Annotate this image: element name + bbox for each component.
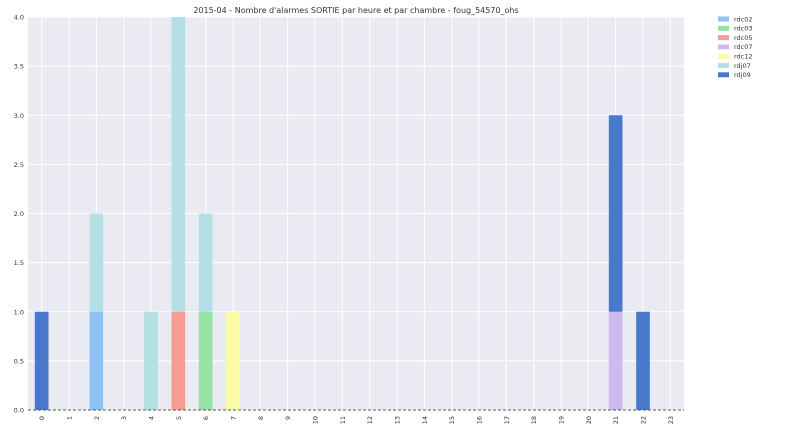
legend-label-rdj09: rdj09 [734, 71, 751, 79]
x-tick-label: 17 [503, 416, 511, 424]
x-tick-label: 16 [476, 416, 484, 424]
bar-rdc02-2 [89, 311, 104, 410]
x-tick-label: 20 [585, 416, 593, 424]
bar-rdc03-6 [198, 311, 213, 410]
bar-rdj07-4 [144, 311, 158, 410]
x-tick-label: 9 [284, 416, 292, 420]
x-tick-label: 18 [530, 416, 538, 424]
legend-label-rdc03: rdc03 [734, 25, 753, 33]
y-tick-label: 2.5 [14, 161, 24, 169]
legend-swatch-rdc07 [718, 44, 729, 50]
y-tick-label: 2.0 [14, 210, 24, 218]
legend-label-rdj07: rdj07 [734, 62, 751, 70]
y-tick-label: 1.0 [14, 308, 24, 316]
legend-label-rdc12: rdc12 [734, 53, 753, 61]
x-tick-label: 3 [120, 416, 128, 420]
legend-label-rdc07: rdc07 [734, 43, 753, 51]
x-tick-label: 14 [421, 416, 429, 424]
chart-title: 2015-04 - Nombre d'alarmes SORTIE par he… [193, 6, 518, 15]
y-tick-labels: 0.0 0.5 1.0 1.5 2.0 2.5 3.0 3.5 4.0 [14, 14, 24, 415]
x-tick-label: 6 [202, 416, 210, 420]
legend-label-rdc02: rdc02 [734, 15, 753, 23]
x-tick-label: 5 [175, 416, 183, 420]
legend-swatch-rdj09 [718, 72, 729, 78]
legend-swatch-rdc03 [718, 25, 729, 31]
y-tick-label: 3.5 [14, 63, 24, 71]
x-tick-label: 11 [339, 416, 347, 424]
legend-swatch-rdj07 [718, 63, 729, 68]
bar-rdc07-21 [608, 311, 623, 410]
x-tick-label: 23 [667, 416, 675, 424]
x-tick-label: 10 [312, 416, 320, 424]
x-tick-label: 7 [230, 416, 238, 420]
x-tick-label: 4 [148, 416, 156, 420]
x-tick-label: 2 [93, 416, 101, 420]
x-tick-label: 19 [558, 416, 566, 424]
y-tick-label: 1.5 [14, 259, 24, 267]
x-tick-label: 8 [257, 416, 265, 420]
x-tick-label: 15 [448, 416, 456, 424]
bar-rdj07-2 [89, 213, 104, 312]
y-tick-label: 3.0 [14, 112, 24, 120]
y-tick-label: 0.5 [14, 357, 24, 365]
bar-rdj09-21 [608, 115, 623, 312]
bar-rdj07-6 [198, 213, 213, 312]
legend-swatch-rdc02 [718, 16, 729, 22]
legend-swatch-rdc12 [718, 53, 729, 59]
legend-swatch-rdc05 [718, 35, 729, 41]
legend-label-rdc05: rdc05 [734, 34, 753, 42]
x-tick-label: 21 [612, 416, 620, 424]
bar-rdj07-5 [171, 17, 186, 312]
bars [34, 17, 650, 410]
bar-rdj09-0 [34, 311, 49, 410]
x-tick-label: 0 [38, 416, 46, 420]
bar-rdc12-7 [226, 311, 240, 410]
x-tick-label: 22 [640, 416, 648, 424]
x-tick-label: 12 [366, 416, 374, 424]
bar-rdj09-22 [636, 311, 650, 410]
bar-rdc05-5 [171, 311, 186, 410]
x-tick-label: 1 [66, 416, 74, 420]
x-tick-labels: 0 1 2 3 4 5 6 7 8 9 10 11 12 13 14 15 16 17 18 19 20 21 22 23 [38, 416, 675, 424]
y-tick-label: 4.0 [14, 14, 24, 22]
y-tick-label: 0.0 [14, 407, 24, 415]
x-tick-label: 13 [394, 416, 402, 424]
